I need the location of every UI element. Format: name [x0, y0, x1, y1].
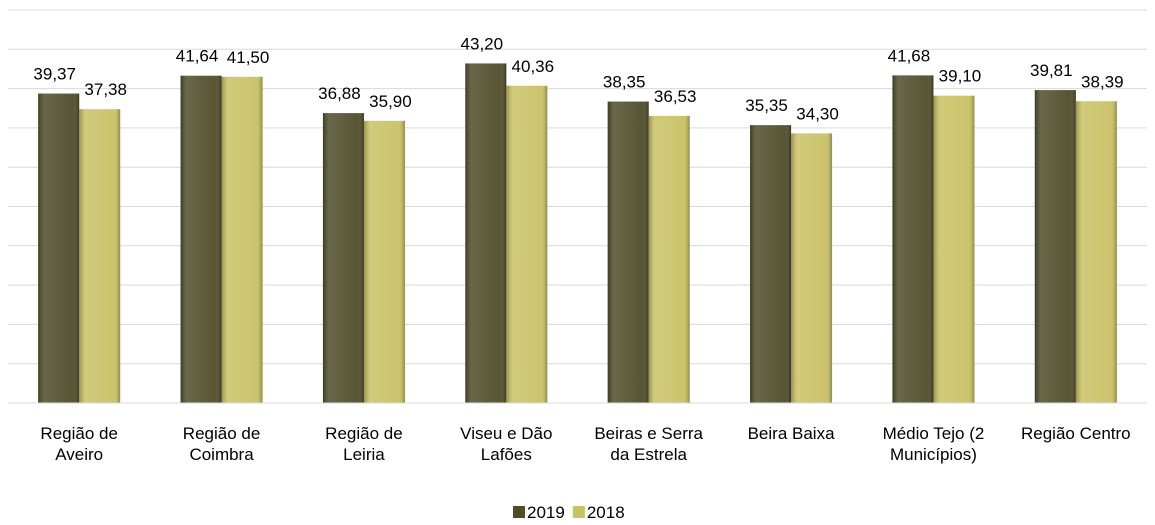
legend-label: 2018	[587, 503, 625, 522]
bar	[465, 63, 507, 403]
data-label: 39,81	[1030, 61, 1073, 80]
bar	[221, 76, 263, 403]
x-tick-label: Região de Aveiro	[40, 424, 118, 464]
data-label: 37,38	[84, 80, 127, 99]
legend-label: 2019	[527, 503, 565, 522]
bar	[180, 75, 222, 404]
data-label: 39,37	[33, 65, 76, 84]
bar	[750, 125, 792, 404]
bar	[363, 120, 405, 404]
data-label: 39,10	[939, 67, 982, 86]
legend-swatch	[572, 506, 585, 518]
data-label: 41,50	[227, 48, 270, 67]
x-tick-label: Viseu e Dão Lafões	[460, 424, 553, 464]
bar	[322, 113, 364, 403]
data-label: 41,68	[888, 46, 931, 65]
x-tick-label: Região de Coimbra	[182, 424, 261, 464]
bar	[791, 133, 833, 404]
data-label: 40,36	[512, 57, 555, 76]
bar	[38, 93, 80, 403]
data-label: 34,30	[796, 104, 839, 123]
data-label: 36,53	[654, 87, 697, 106]
data-label: 35,35	[745, 96, 788, 115]
bar	[79, 109, 121, 403]
x-tick-label: Médio Tejo (2 Municípios)	[882, 424, 985, 464]
data-label: 38,39	[1081, 72, 1124, 91]
data-label: 38,35	[603, 73, 646, 92]
data-label: 36,88	[318, 84, 361, 103]
legend-swatch	[513, 506, 525, 518]
data-label: 35,90	[369, 92, 412, 111]
bar	[1075, 101, 1117, 403]
bar	[506, 85, 548, 404]
x-tick-label: Beira Baixa	[747, 424, 835, 443]
data-label: 41,64	[176, 47, 219, 66]
bar	[648, 115, 690, 403]
x-tick-label: Região de Leiria	[325, 424, 403, 464]
x-tick-label: Beiras e Serra da Estrela	[594, 424, 704, 464]
bar	[1034, 90, 1076, 404]
bar	[607, 101, 649, 403]
bar	[933, 95, 975, 403]
bar	[892, 75, 934, 403]
data-label: 43,20	[461, 34, 504, 53]
x-tick-label: Região Centro	[1021, 424, 1131, 443]
